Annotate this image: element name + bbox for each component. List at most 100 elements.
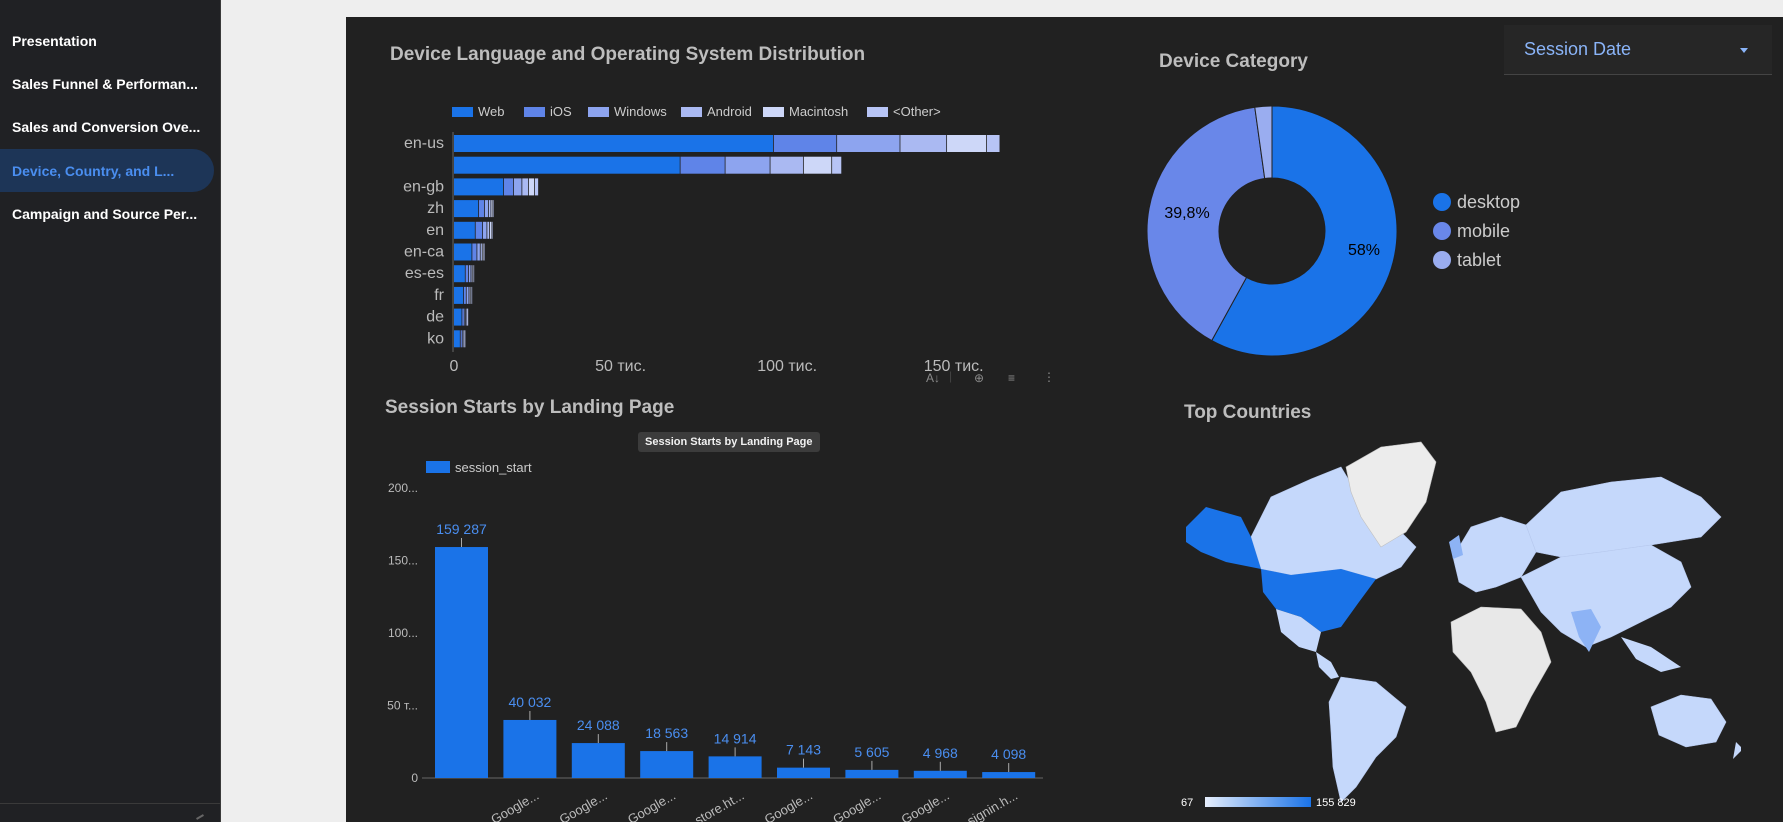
- map-india[interactable]: [1571, 609, 1601, 652]
- session-date-dropdown[interactable]: Session Date: [1504, 25, 1772, 75]
- map-south-america[interactable]: [1328, 676, 1407, 803]
- legend-label-0[interactable]: Web: [478, 104, 505, 119]
- bar-segment[interactable]: [454, 221, 475, 239]
- bar-segment[interactable]: [454, 200, 479, 218]
- map-greenland[interactable]: [1345, 441, 1437, 548]
- sidebar-item-device-country[interactable]: Device, Country, and L...: [0, 149, 214, 192]
- pie-slice-mobile[interactable]: [1146, 106, 1266, 342]
- bar[interactable]: [845, 769, 899, 778]
- bar-segment[interactable]: [484, 200, 489, 218]
- bar-segment[interactable]: [473, 265, 475, 283]
- bar-segment[interactable]: [471, 265, 472, 283]
- world-map[interactable]: 67 155 829: [1181, 437, 1741, 812]
- bar-segment[interactable]: [680, 156, 725, 174]
- bar-segment[interactable]: [454, 308, 462, 326]
- bar-segment[interactable]: [482, 243, 484, 261]
- bar[interactable]: [982, 772, 1036, 778]
- bar-segment[interactable]: [467, 308, 469, 326]
- legend-label-2[interactable]: Windows: [614, 104, 667, 119]
- bar-segment[interactable]: [464, 308, 466, 326]
- sidebar-item-campaign-source[interactable]: Campaign and Source Per...: [12, 205, 198, 222]
- bar-segment[interactable]: [491, 200, 493, 218]
- bar-segment[interactable]: [482, 221, 487, 239]
- bar-segment[interactable]: [454, 330, 460, 348]
- bar-segment[interactable]: [480, 243, 482, 261]
- sidebar-item-presentation[interactable]: Presentation: [12, 32, 97, 49]
- bar[interactable]: [708, 756, 762, 778]
- bar-segment[interactable]: [513, 178, 522, 196]
- bar-segment[interactable]: [465, 265, 469, 283]
- bar-segment[interactable]: [472, 243, 477, 261]
- bar-segment[interactable]: [465, 308, 467, 326]
- map-new-zealand[interactable]: [1733, 742, 1741, 759]
- bar[interactable]: [571, 743, 625, 778]
- more-options-icon[interactable]: ⋮: [1043, 370, 1055, 384]
- bar-segment[interactable]: [803, 156, 832, 174]
- bar-segment[interactable]: [832, 156, 842, 174]
- bar-segment[interactable]: [464, 330, 466, 348]
- bar-segment[interactable]: [492, 221, 493, 239]
- map-southeast-asia[interactable]: [1621, 637, 1681, 672]
- bar-segment[interactable]: [466, 308, 468, 326]
- bar-segment[interactable]: [463, 286, 466, 304]
- legend-label-3[interactable]: Android: [707, 104, 752, 119]
- bar[interactable]: [435, 547, 488, 778]
- sidebar-item-sales-funnel[interactable]: Sales Funnel & Performan...: [12, 75, 198, 92]
- bar-segment[interactable]: [493, 200, 494, 218]
- bar-segment[interactable]: [487, 221, 490, 239]
- filter-icon[interactable]: ≡: [1008, 371, 1016, 385]
- bar-segment[interactable]: [454, 265, 465, 283]
- legend-label-session-start[interactable]: session_start: [455, 460, 532, 475]
- map-central-america[interactable]: [1316, 652, 1339, 679]
- map-africa[interactable]: [1450, 606, 1552, 733]
- bar-segment[interactable]: [503, 178, 514, 196]
- map-usa[interactable]: [1261, 569, 1376, 632]
- bar-segment[interactable]: [725, 156, 770, 174]
- bar-segment[interactable]: [477, 243, 480, 261]
- map-europe[interactable]: [1452, 516, 1537, 593]
- legend-label-tablet[interactable]: tablet: [1457, 250, 1501, 270]
- bar-segment[interactable]: [454, 286, 464, 304]
- map-alaska[interactable]: [1186, 507, 1261, 569]
- bar-segment[interactable]: [463, 330, 465, 348]
- bar-segment[interactable]: [470, 286, 472, 304]
- bar-segment[interactable]: [947, 135, 987, 152]
- bar[interactable]: [913, 770, 967, 778]
- map-asia[interactable]: [1520, 544, 1692, 648]
- bar-segment[interactable]: [489, 221, 492, 239]
- bar-segment[interactable]: [468, 265, 471, 283]
- bar-segment[interactable]: [454, 178, 504, 196]
- bar-segment[interactable]: [837, 135, 900, 152]
- bar-segment[interactable]: [454, 135, 773, 152]
- map-uk[interactable]: [1449, 535, 1463, 559]
- bar-segment[interactable]: [471, 286, 473, 304]
- bar-segment[interactable]: [522, 178, 529, 196]
- bar[interactable]: [503, 719, 557, 778]
- legend-label-5[interactable]: <Other>: [893, 104, 941, 119]
- bar-segment[interactable]: [462, 330, 464, 348]
- bar-segment[interactable]: [454, 156, 680, 174]
- bar-segment[interactable]: [534, 178, 539, 196]
- legend-label-4[interactable]: Macintosh: [789, 104, 848, 119]
- bar-segment[interactable]: [475, 221, 483, 239]
- sort-icon[interactable]: A↓: [926, 371, 941, 385]
- bar-segment[interactable]: [454, 243, 472, 261]
- bar-segment[interactable]: [460, 330, 462, 348]
- map-australia[interactable]: [1650, 694, 1727, 748]
- bar-segment[interactable]: [773, 135, 837, 152]
- legend-label-desktop[interactable]: desktop: [1457, 192, 1520, 212]
- map-russia[interactable]: [1525, 476, 1722, 558]
- sidebar-collapse-handle[interactable]: [196, 814, 204, 820]
- legend-label-mobile[interactable]: mobile: [1457, 221, 1510, 241]
- bar-segment[interactable]: [469, 286, 470, 304]
- pie-slice-tablet[interactable]: [1254, 105, 1273, 180]
- zoom-icon[interactable]: ⊕: [974, 371, 985, 385]
- bar-segment[interactable]: [987, 135, 1000, 152]
- bar-segment[interactable]: [478, 200, 485, 218]
- bar-segment[interactable]: [472, 265, 474, 283]
- sidebar-item-sales-conversion[interactable]: Sales and Conversion Ove...: [12, 118, 201, 135]
- bar-segment[interactable]: [464, 330, 465, 348]
- bar[interactable]: [777, 767, 830, 778]
- bar-segment[interactable]: [770, 156, 803, 174]
- pie-slice-desktop[interactable]: [1211, 105, 1398, 357]
